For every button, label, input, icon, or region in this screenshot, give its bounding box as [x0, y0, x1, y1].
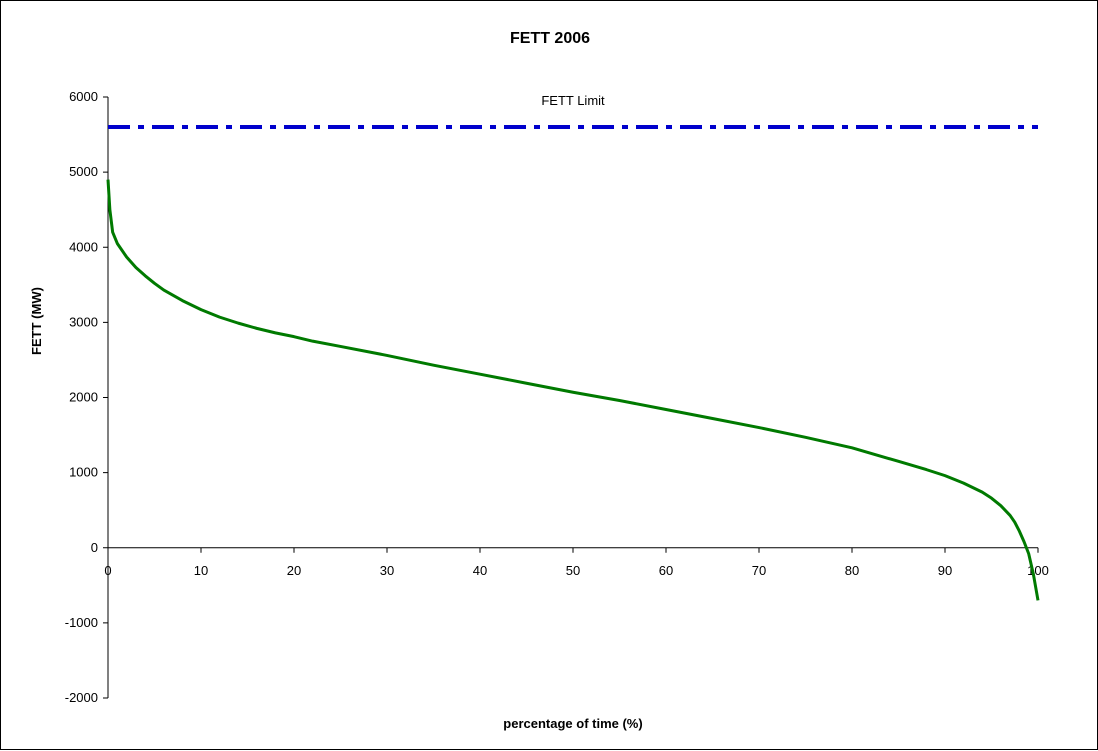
chart-title: FETT 2006: [510, 30, 590, 47]
y-tick-label: 4000: [69, 239, 98, 254]
x-tick-label: 50: [566, 563, 580, 578]
x-axis-label: percentage of time (%): [503, 716, 642, 731]
y-tick-label: 5000: [69, 164, 98, 179]
x-tick-label: 80: [845, 563, 859, 578]
x-tick-label: 90: [938, 563, 952, 578]
x-tick-label: 0: [104, 563, 111, 578]
y-tick-label: -1000: [65, 615, 98, 630]
series-line-fett: [106, 179, 1040, 601]
y-tick-label: 3000: [69, 314, 98, 329]
x-tick-label: 40: [473, 563, 487, 578]
y-axis-label: FETT (MW): [29, 287, 44, 355]
x-tick-label: 20: [287, 563, 301, 578]
axes: 6000 5000 4000 3000 2000 1000 0 -1000 -2000 0 10 20…: [65, 89, 1049, 705]
x-tick-label: 60: [659, 563, 673, 578]
y-tick-label: -2000: [65, 690, 98, 705]
x-tick-label: 70: [752, 563, 766, 578]
y-tick-label: 0: [91, 540, 98, 555]
series-layer: [106, 125, 1040, 601]
x-tick-label: 10: [194, 563, 208, 578]
annotation-label: FETT Limit: [541, 93, 605, 108]
y-tick-label: 2000: [69, 390, 98, 405]
y-tick-label: 1000: [69, 465, 98, 480]
y-tick-label: 6000: [69, 89, 98, 104]
annotation-layer: FETT Limit: [541, 93, 605, 108]
x-tick-label: 30: [380, 563, 394, 578]
